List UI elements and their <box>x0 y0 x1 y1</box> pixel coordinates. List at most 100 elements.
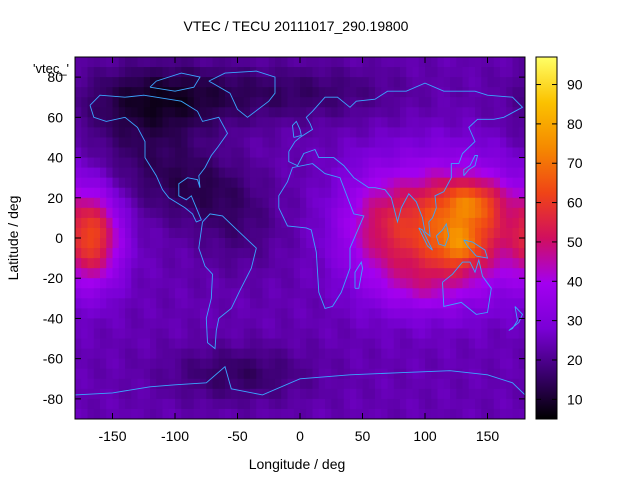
heatmap-cell <box>375 298 382 309</box>
heatmap-cell <box>81 238 88 249</box>
heatmap-cell <box>368 318 376 329</box>
heatmap-cell <box>343 248 351 259</box>
heatmap-cell <box>418 227 426 239</box>
heatmap-cell <box>287 378 295 390</box>
heatmap-cell <box>193 258 201 269</box>
heatmap-cell <box>206 77 213 88</box>
heatmap-cell <box>456 268 463 279</box>
heatmap-cell <box>318 348 326 360</box>
heatmap-cell <box>318 238 326 249</box>
heatmap-cell <box>200 87 207 98</box>
heatmap-cell <box>518 97 526 108</box>
heatmap-cell <box>275 358 282 370</box>
heatmap-cell <box>418 157 426 169</box>
heatmap-cell <box>475 328 482 340</box>
heatmap-cell <box>343 278 351 289</box>
heatmap-cell <box>425 217 432 229</box>
heatmap-cell <box>156 288 163 299</box>
heatmap-cell <box>318 127 326 138</box>
heatmap-cell <box>281 207 288 219</box>
heatmap-cell <box>518 298 526 309</box>
heatmap-cell <box>287 298 295 309</box>
heatmap-cell <box>243 408 251 420</box>
heatmap-cell <box>268 398 276 410</box>
heatmap-cell <box>256 117 263 128</box>
heatmap-cell <box>468 97 476 108</box>
heatmap-cell <box>425 207 432 219</box>
heatmap-cell <box>443 117 451 128</box>
heatmap-cell <box>400 408 407 420</box>
heatmap-cell <box>306 227 313 239</box>
heatmap-cell <box>487 187 495 199</box>
heatmap-cell <box>387 57 395 68</box>
heatmap-cell <box>93 358 101 370</box>
heatmap-cell <box>381 87 388 98</box>
heatmap-cell <box>318 227 326 239</box>
heatmap-cell <box>168 167 176 179</box>
heatmap-cell <box>400 137 407 148</box>
heatmap-cell <box>393 117 401 128</box>
heatmap-cell <box>368 408 376 420</box>
heatmap-cell <box>100 338 107 350</box>
heatmap-cell <box>218 288 226 299</box>
heatmap-cell <box>437 157 445 169</box>
heatmap-cell <box>306 328 313 340</box>
heatmap-cell <box>493 278 501 289</box>
heatmap-cell <box>312 258 320 269</box>
heatmap-cell <box>443 187 451 199</box>
heatmap-cell <box>162 278 170 289</box>
heatmap-cell <box>518 388 526 400</box>
heatmap-cell <box>350 227 357 239</box>
heatmap-cell <box>500 408 507 420</box>
heatmap-cell <box>443 258 451 269</box>
heatmap-cell <box>325 378 332 390</box>
heatmap-cell <box>418 398 426 410</box>
heatmap-cell <box>81 288 88 299</box>
heatmap-cell <box>75 328 82 340</box>
heatmap-cell <box>350 157 357 169</box>
coastlines <box>75 70 525 396</box>
heatmap-cell <box>212 117 220 128</box>
heatmap-cell <box>481 97 488 108</box>
colorbar-tick-label: 50 <box>567 234 583 250</box>
heatmap-cell <box>212 258 220 269</box>
heatmap-cell <box>425 77 432 88</box>
heatmap-cell <box>456 147 463 159</box>
heatmap-cell <box>206 97 213 108</box>
heatmap-cell <box>112 187 120 199</box>
heatmap-cell <box>381 328 388 340</box>
heatmap-cell <box>400 328 407 340</box>
heatmap-cell <box>87 378 95 390</box>
heatmap-cell <box>400 258 407 269</box>
heatmap-cell <box>356 87 363 98</box>
heatmap-cell <box>168 137 176 148</box>
heatmap-cell <box>187 288 195 299</box>
heatmap-cell <box>81 398 88 410</box>
heatmap-cell <box>518 187 526 199</box>
heatmap-cell <box>225 97 232 108</box>
heatmap-cell <box>431 107 438 118</box>
heatmap-cell <box>368 348 376 360</box>
heatmap-cell <box>231 278 238 289</box>
heatmap-cell <box>387 288 395 299</box>
heatmap-cell <box>231 207 238 219</box>
heatmap-cell <box>512 398 520 410</box>
heatmap-cell <box>131 57 138 68</box>
heatmap-cell <box>262 318 270 329</box>
heatmap-cell <box>256 127 263 138</box>
heatmap-cell <box>212 378 220 390</box>
heatmap-cell <box>262 288 270 299</box>
heatmap-cell <box>293 388 301 400</box>
heatmap-cell <box>106 258 113 269</box>
heatmap-cell <box>193 207 201 219</box>
heatmap-cell <box>100 388 107 400</box>
heatmap-cell <box>518 147 526 159</box>
heatmap-cell <box>250 298 257 309</box>
heatmap-cell <box>243 398 251 410</box>
heatmap-cell <box>331 368 338 380</box>
heatmap-cell <box>168 348 176 360</box>
heatmap-cell <box>175 57 182 68</box>
heatmap-cell <box>350 167 357 179</box>
heatmap-cell <box>287 288 295 299</box>
heatmap-cell <box>493 187 501 199</box>
